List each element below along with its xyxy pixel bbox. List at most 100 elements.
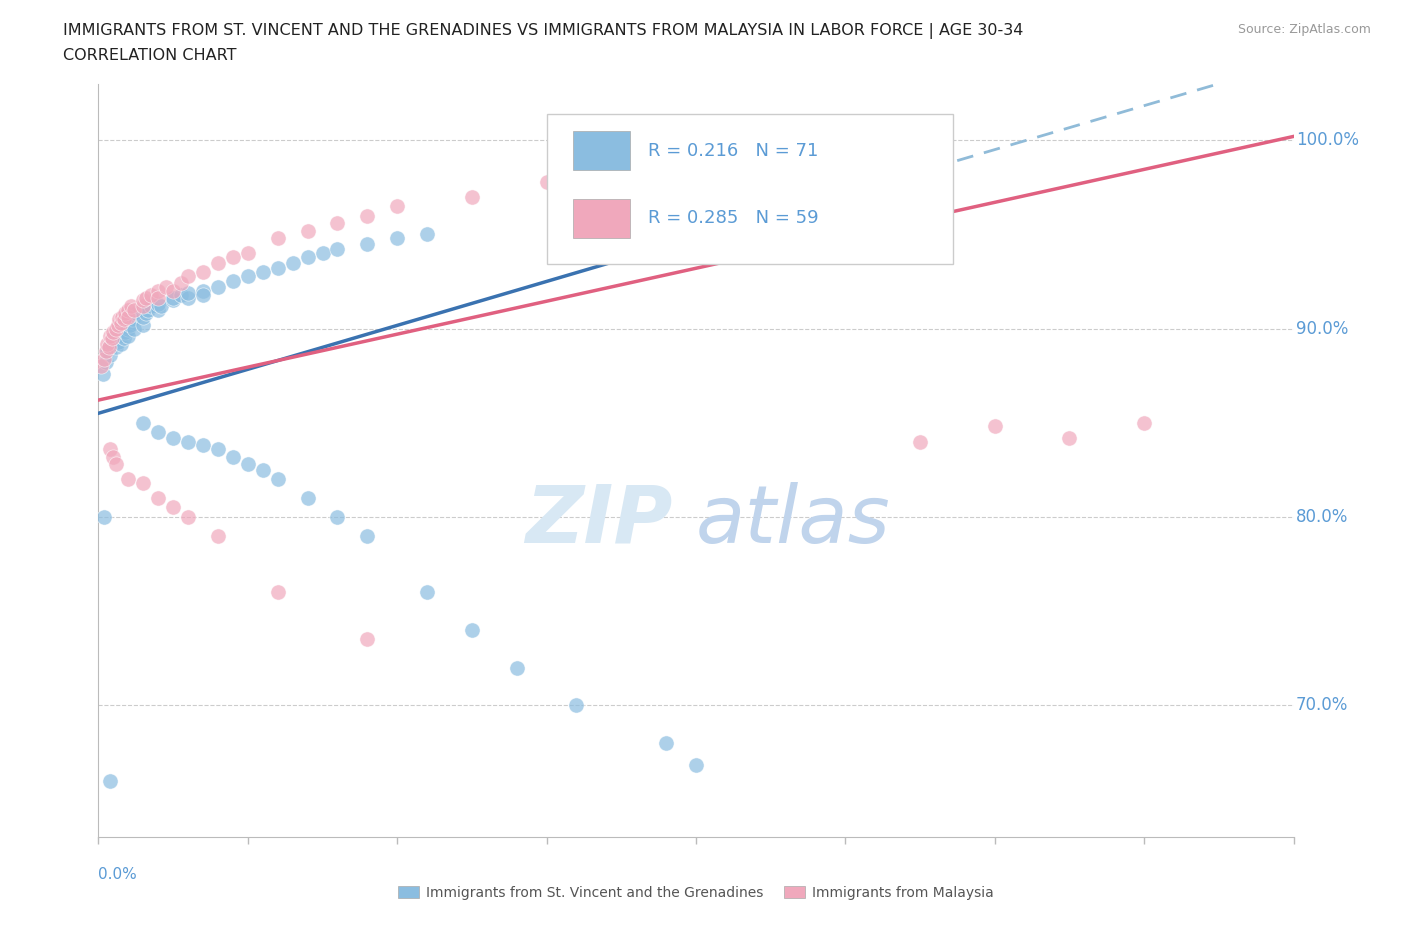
Point xyxy=(385,231,409,246)
Point xyxy=(252,264,274,279)
Point xyxy=(117,328,139,343)
Point xyxy=(311,246,333,260)
Point xyxy=(125,306,148,321)
Point xyxy=(297,223,319,238)
Point xyxy=(356,236,378,251)
Point xyxy=(148,302,170,317)
Point xyxy=(94,355,117,370)
Point xyxy=(385,199,409,214)
Point xyxy=(101,336,124,351)
Point xyxy=(124,321,146,336)
Point xyxy=(136,302,159,317)
Point xyxy=(111,321,134,336)
Point xyxy=(90,359,112,374)
Point xyxy=(132,415,155,430)
Point xyxy=(162,500,184,515)
FancyBboxPatch shape xyxy=(572,131,630,170)
Point xyxy=(148,425,170,440)
Text: IMMIGRANTS FROM ST. VINCENT AND THE GRENADINES VS IMMIGRANTS FROM MALAYSIA IN LA: IMMIGRANTS FROM ST. VINCENT AND THE GREN… xyxy=(63,23,1024,39)
Point xyxy=(98,773,122,788)
Point xyxy=(759,144,782,159)
Point xyxy=(326,242,349,257)
FancyBboxPatch shape xyxy=(547,113,953,264)
Point xyxy=(93,510,115,525)
Point xyxy=(97,339,120,354)
Point xyxy=(177,434,200,449)
Point xyxy=(252,462,274,477)
Point xyxy=(162,293,184,308)
Point xyxy=(96,336,118,351)
Point xyxy=(132,317,155,332)
Point xyxy=(207,280,229,295)
Point xyxy=(416,227,439,242)
Point xyxy=(169,287,191,302)
Point xyxy=(162,284,184,299)
Point xyxy=(112,312,135,326)
Point xyxy=(98,328,122,343)
Point xyxy=(117,302,139,317)
Point xyxy=(685,758,707,773)
Text: R = 0.285   N = 59: R = 0.285 N = 59 xyxy=(648,209,818,227)
Point xyxy=(461,622,484,637)
Point xyxy=(105,339,128,354)
Point xyxy=(536,174,558,189)
Point xyxy=(984,419,1007,434)
Point xyxy=(110,315,132,330)
Point xyxy=(103,449,125,464)
Point xyxy=(281,255,304,270)
Point xyxy=(506,660,529,675)
Point xyxy=(610,163,633,178)
Point xyxy=(115,319,138,334)
Point xyxy=(94,344,117,359)
Point xyxy=(91,366,114,381)
Point xyxy=(93,352,115,366)
Text: 0.0%: 0.0% xyxy=(98,867,138,883)
Point xyxy=(148,490,170,505)
Point xyxy=(110,328,132,343)
Point xyxy=(1059,431,1081,445)
Point xyxy=(120,299,142,313)
Point xyxy=(150,299,173,313)
Point xyxy=(1133,415,1156,430)
Point xyxy=(114,306,136,321)
Point xyxy=(207,255,229,270)
Point xyxy=(148,297,170,312)
Point xyxy=(120,312,142,326)
Point xyxy=(135,291,157,306)
Point xyxy=(139,299,162,313)
Point xyxy=(124,302,146,317)
Point xyxy=(297,490,319,505)
Point xyxy=(267,472,290,486)
Point xyxy=(132,299,155,313)
Point xyxy=(139,287,162,302)
Point xyxy=(162,291,184,306)
Text: Source: ZipAtlas.com: Source: ZipAtlas.com xyxy=(1237,23,1371,36)
Point xyxy=(117,472,139,486)
Text: 90.0%: 90.0% xyxy=(1296,320,1348,338)
Point xyxy=(191,438,214,453)
Point xyxy=(236,457,259,472)
Text: 100.0%: 100.0% xyxy=(1296,131,1360,149)
Point xyxy=(114,325,136,339)
Point xyxy=(191,264,214,279)
Point xyxy=(177,510,200,525)
Point xyxy=(177,269,200,284)
Point xyxy=(222,249,245,264)
Point xyxy=(177,291,200,306)
Point xyxy=(107,317,129,332)
Text: CORRELATION CHART: CORRELATION CHART xyxy=(63,48,236,63)
Point xyxy=(236,269,259,284)
Legend: Immigrants from St. Vincent and the Grenadines, Immigrants from Malaysia: Immigrants from St. Vincent and the Gren… xyxy=(392,881,1000,906)
Text: 80.0%: 80.0% xyxy=(1296,508,1348,525)
Point xyxy=(191,284,214,299)
Point xyxy=(356,528,378,543)
Point xyxy=(117,310,139,325)
FancyBboxPatch shape xyxy=(572,199,630,238)
Point xyxy=(356,631,378,646)
Point xyxy=(191,287,214,302)
Point xyxy=(326,510,349,525)
Point xyxy=(148,284,170,299)
Point xyxy=(356,208,378,223)
Point xyxy=(222,449,245,464)
Point xyxy=(103,325,125,339)
